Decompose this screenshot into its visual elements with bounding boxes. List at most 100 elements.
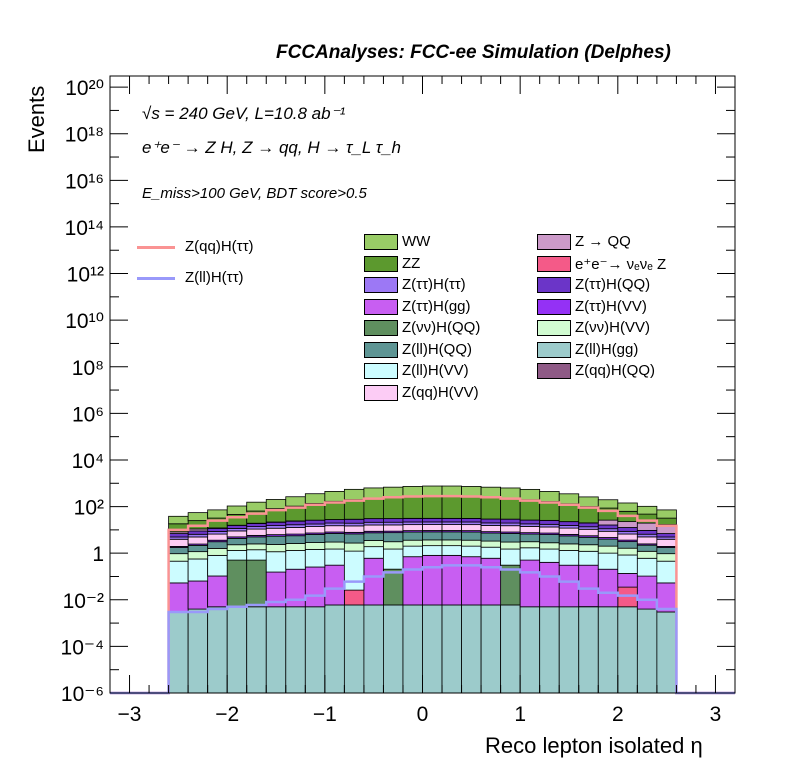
bar-14-2 <box>207 509 228 519</box>
bar-4-0 <box>168 582 189 613</box>
y-tick-label: 10⁻⁴ <box>61 636 104 659</box>
bar-5-16 <box>480 546 502 559</box>
bar-7-7 <box>304 534 326 543</box>
bar-5-19 <box>539 548 560 563</box>
bar-6-24 <box>636 550 658 559</box>
bar-5-21 <box>578 550 599 566</box>
bar-14-4 <box>246 501 267 512</box>
bar-7-20 <box>558 535 580 545</box>
bar-13-14 <box>441 495 462 519</box>
bar-1-17 <box>500 564 521 606</box>
bar-4-25 <box>656 582 677 613</box>
bar-2-23 <box>617 586 638 608</box>
bar-9-7 <box>304 526 326 534</box>
bar-13-25 <box>656 517 677 525</box>
bar-7-13 <box>422 531 443 541</box>
bar-0-7 <box>304 606 326 694</box>
bar-13-21 <box>578 506 599 524</box>
bar-7-1 <box>187 544 209 553</box>
bar-5-24 <box>636 557 658 577</box>
bar-13-20 <box>558 503 580 522</box>
bar-6-0 <box>168 553 189 562</box>
bar-0-14 <box>441 604 462 694</box>
bar-0-20 <box>558 606 580 694</box>
bar-4-13 <box>422 554 443 606</box>
bar-5-9 <box>343 550 365 591</box>
bar-0-25 <box>656 611 677 694</box>
bar-6-23 <box>617 547 638 556</box>
bar-14-13 <box>422 485 443 497</box>
bar-0-17 <box>500 604 521 694</box>
bar-14-18 <box>519 488 541 501</box>
bar-5-2 <box>207 554 228 577</box>
legend-swatch <box>364 298 398 315</box>
bar-6-8 <box>324 541 345 550</box>
x-tick-label: −1 <box>313 703 337 726</box>
x-tick-label: 0 <box>417 703 429 726</box>
bar-9-16 <box>480 525 502 533</box>
bar-11-7 <box>304 519 326 525</box>
bar-7-25 <box>656 547 677 555</box>
bar-0-10 <box>363 604 384 694</box>
bar-5-18 <box>519 547 541 561</box>
bar-14-10 <box>363 487 384 499</box>
bar-4-10 <box>363 557 384 606</box>
bar-14-1 <box>187 512 209 522</box>
bar-7-8 <box>324 533 345 543</box>
bar-4-21 <box>578 564 599 608</box>
bar-0-18 <box>519 606 541 694</box>
x-tick-label: −2 <box>215 703 239 726</box>
bar-7-9 <box>343 533 365 544</box>
bar-11-21 <box>578 522 599 528</box>
bar-7-15 <box>461 531 482 541</box>
bar-11-1 <box>187 530 209 535</box>
bar-10-11 <box>383 521 404 526</box>
bar-5-15 <box>461 545 482 558</box>
bar-14-22 <box>597 499 619 509</box>
bar-10-9 <box>343 522 365 527</box>
bar-13-16 <box>480 496 502 520</box>
bar-6-4 <box>246 543 267 551</box>
bar-5-25 <box>656 560 677 584</box>
x-tick-label: 2 <box>612 703 624 726</box>
bar-13-13 <box>422 495 443 519</box>
bar-7-17 <box>500 533 521 543</box>
bar-0-24 <box>636 608 658 694</box>
bar-5-23 <box>617 554 638 574</box>
bar-4-18 <box>519 559 541 608</box>
y-tick-label: 10⁻⁶ <box>61 683 104 706</box>
legend-label: Z(qq)H(VV) <box>402 383 479 401</box>
bar-9-18 <box>519 525 541 534</box>
legend-label: Z(ll)H(QQ) <box>402 340 472 358</box>
bar-0-5 <box>265 606 287 694</box>
bar-14-15 <box>461 486 482 497</box>
y-tick-label: 10² <box>74 497 104 520</box>
bar-7-18 <box>519 533 541 543</box>
bar-9-6 <box>285 527 306 535</box>
bar-9-21 <box>578 528 599 537</box>
bar-9-10 <box>363 524 384 532</box>
bar-9-15 <box>461 524 482 532</box>
bar-5-11 <box>383 548 404 570</box>
bar-0-13 <box>422 604 443 694</box>
bar-9-22 <box>597 530 619 538</box>
bar-4-24 <box>636 575 658 610</box>
y-tick-label: 10¹⁶ <box>65 170 104 193</box>
bar-14-11 <box>383 486 404 498</box>
legend-swatch <box>537 255 571 272</box>
bar-7-22 <box>597 538 619 547</box>
bar-9-23 <box>617 533 638 541</box>
legend-label: Z(ττ)H(ττ) <box>402 276 466 293</box>
legend-label: Z(ττ)H(gg) <box>402 297 471 315</box>
x-axis-label: Reco lepton isolated η <box>485 733 703 758</box>
bar-4-7 <box>304 566 326 608</box>
bar-11-22 <box>597 524 619 530</box>
bar-11-24 <box>636 529 658 535</box>
bar-9-9 <box>343 525 365 533</box>
bar-11-9 <box>343 518 365 524</box>
x-tick-label: 3 <box>710 703 722 726</box>
y-tick-label: 10⁶ <box>72 403 104 426</box>
bar-11-3 <box>226 525 248 529</box>
bar-4-20 <box>558 564 580 608</box>
bar-11-23 <box>617 527 638 532</box>
